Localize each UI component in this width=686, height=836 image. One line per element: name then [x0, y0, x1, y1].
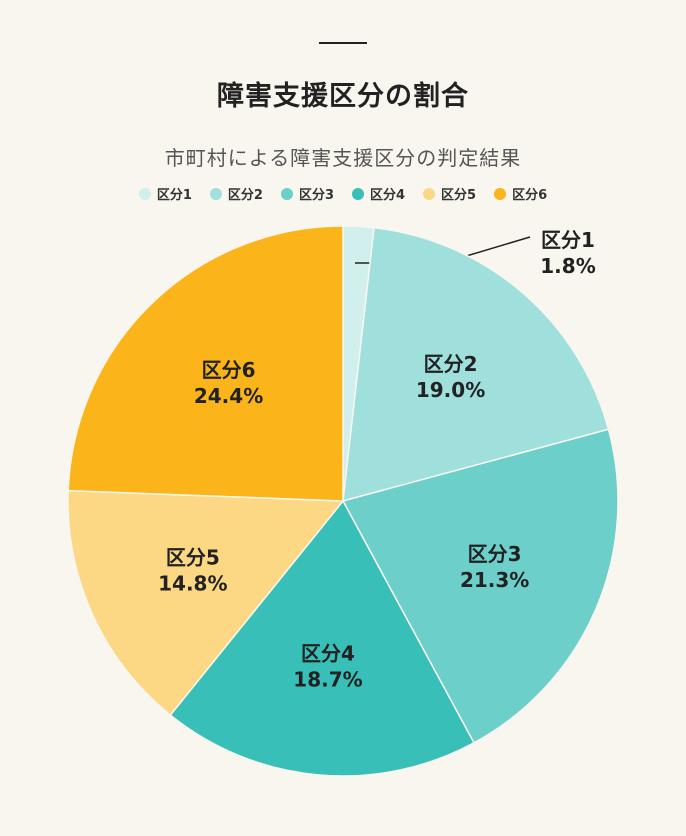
- pie-slice-3: [341, 428, 619, 744]
- slice-value: 18.7%: [293, 667, 362, 691]
- legend-swatch: [280, 187, 293, 200]
- slice-label: 区分1: [541, 228, 595, 252]
- legend-item-6: 区分6: [494, 184, 547, 203]
- legend-label: 区分5: [441, 188, 477, 203]
- slice-value: 1.8%: [540, 254, 595, 278]
- slice-label: 区分4: [301, 641, 355, 665]
- legend-label: 区分6: [512, 188, 548, 203]
- slice-value: 19.0%: [416, 378, 485, 402]
- slice-value: 14.8%: [158, 571, 227, 595]
- legend: 区分1 区分2 区分3 区分4 区分5 区分6: [0, 184, 686, 203]
- legend-swatch: [352, 187, 364, 200]
- chart-title: 障害支援区分の割合: [217, 81, 469, 112]
- legend-swatch: [423, 187, 436, 200]
- legend-swatch: [494, 187, 507, 200]
- chart-subtitle: 市町村による障害支援区分の判定結果: [164, 146, 522, 170]
- legend-label: 区分1: [156, 188, 192, 203]
- pie-slice-4: [169, 499, 475, 777]
- slice-label: 区分2: [424, 352, 478, 376]
- legend-item-1: 区分1: [138, 184, 192, 203]
- pie-slice-5: [67, 489, 345, 717]
- slice-value: 21.3%: [460, 568, 529, 592]
- legend-label: 区分3: [298, 188, 334, 203]
- legend-label: 区分2: [227, 188, 263, 203]
- legend-item-3: 区分3: [280, 184, 334, 203]
- legend-swatch: [138, 187, 151, 200]
- title-rule: [319, 42, 367, 44]
- legend-label: 区分4: [370, 188, 406, 203]
- slice-label: 区分6: [202, 358, 256, 382]
- slice-value: 24.4%: [194, 384, 263, 408]
- legend-item-5: 区分5: [423, 184, 476, 203]
- slice-label: 区分5: [166, 545, 220, 569]
- legend-swatch: [209, 187, 222, 200]
- legend-item-4: 区分4: [352, 184, 405, 203]
- legend-item-2: 区分2: [209, 184, 263, 203]
- pie-slice-6: [67, 225, 344, 502]
- pie-slice-2: [342, 226, 610, 503]
- slice-label: 区分3: [468, 542, 522, 566]
